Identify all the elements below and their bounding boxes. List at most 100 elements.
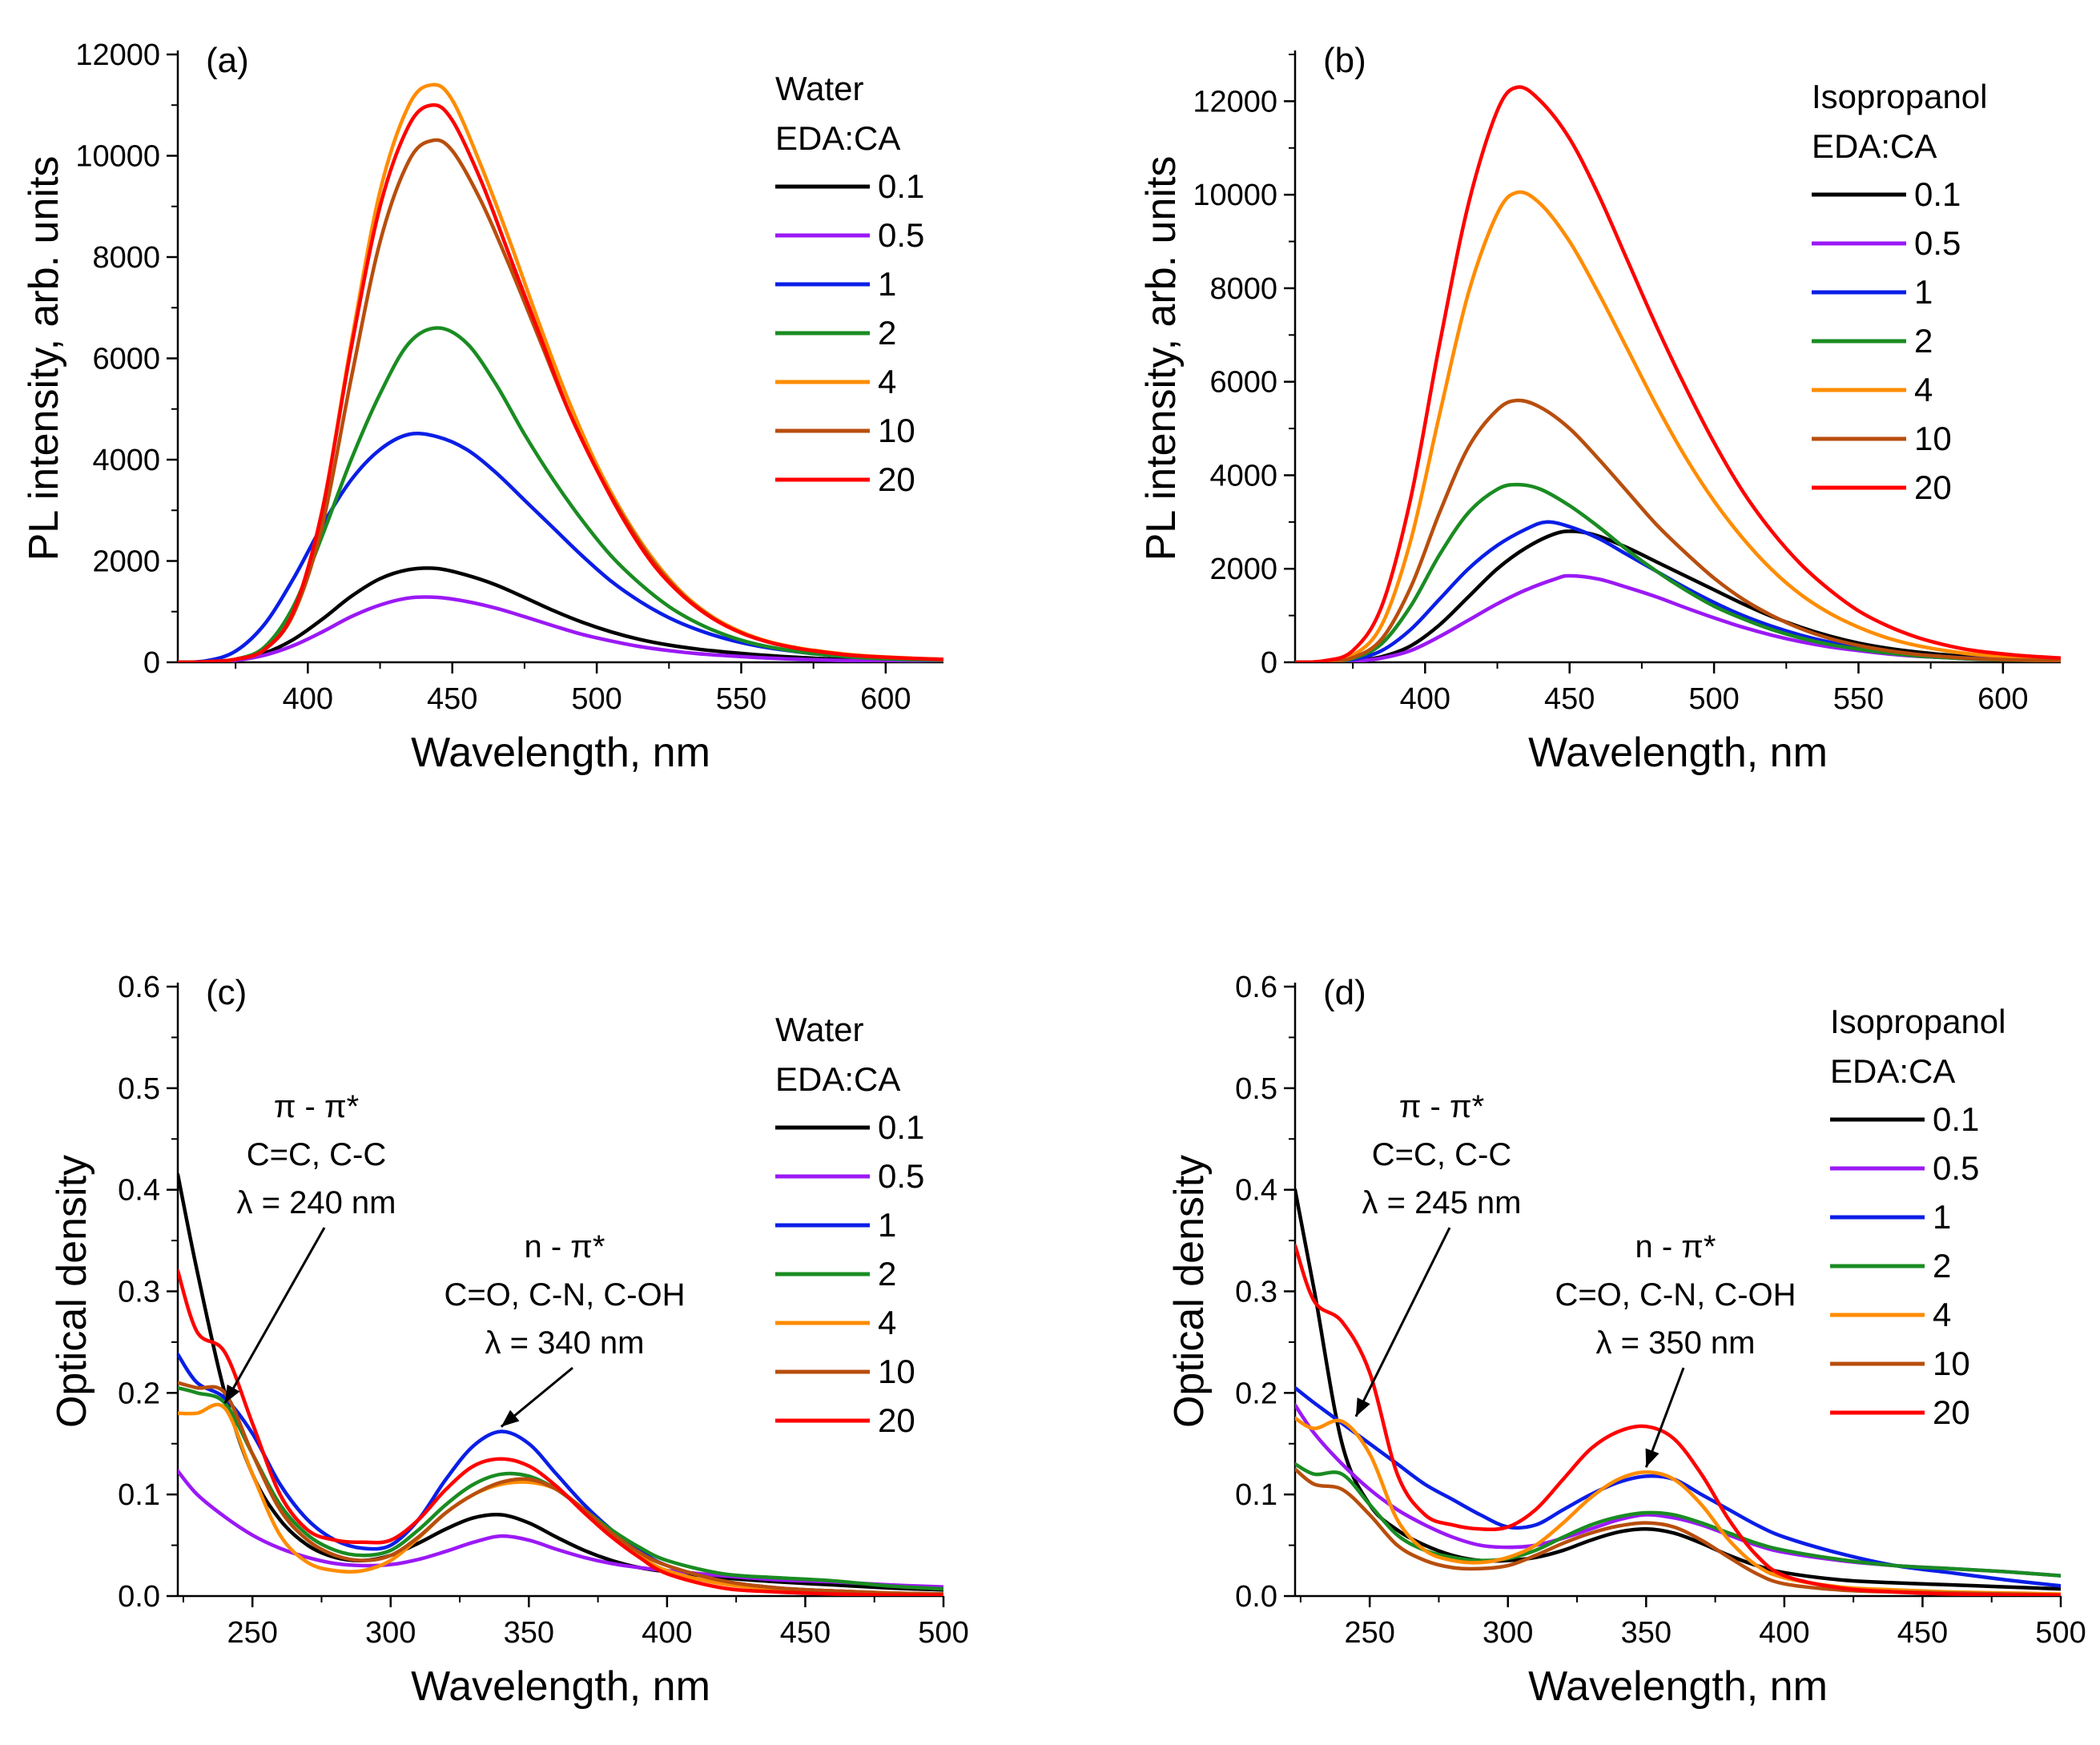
legend-title: EDA:CA xyxy=(775,1060,900,1098)
x-tick-label: 500 xyxy=(918,1616,968,1650)
annotation-text: λ = 245 nm xyxy=(1362,1185,1521,1220)
y-tick-label: 0.2 xyxy=(1235,1377,1277,1410)
y-tick-label: 0.4 xyxy=(118,1174,160,1208)
legend-title: EDA:CA xyxy=(1830,1052,1955,1090)
annotation-text: π - π* xyxy=(1399,1089,1484,1124)
series-line-20 xyxy=(178,1269,943,1596)
legend-label-0.5: 0.5 xyxy=(878,1157,924,1195)
panel-label: (a) xyxy=(206,41,249,80)
legend-label-20: 20 xyxy=(878,460,915,498)
legend-label-0.1: 0.1 xyxy=(878,167,924,205)
legend-label-10: 10 xyxy=(878,412,915,449)
y-tick-label: 6000 xyxy=(1209,366,1277,400)
x-tick-label: 600 xyxy=(1977,682,2028,716)
series-group xyxy=(178,1172,943,1596)
series-group xyxy=(1295,85,2061,662)
panel-label: (d) xyxy=(1323,973,1366,1012)
legend-label-1: 1 xyxy=(1933,1198,1951,1236)
chart-panel-d: 250 300 350 400 450 500 0.0 0.1 0.2 0.3 0.4 0.5 0.6 W… xyxy=(1166,971,2086,1710)
y-tick-label: 0.6 xyxy=(118,971,160,1004)
x-tick-label: 500 xyxy=(2035,1616,2086,1650)
series-line-10 xyxy=(1295,1467,2061,1596)
x-tick-label: 250 xyxy=(1344,1616,1394,1650)
x-tick-label: 550 xyxy=(716,682,766,716)
x-tick-label: 450 xyxy=(780,1616,831,1650)
y-tick-label: 0 xyxy=(143,646,160,680)
y-axis-title: PL intensity, arb. units xyxy=(21,156,67,561)
series-line-4 xyxy=(1295,190,2061,662)
x-tick-label: 400 xyxy=(1759,1616,1809,1650)
legend-label-1: 1 xyxy=(878,1206,896,1244)
x-tick-label: 400 xyxy=(283,682,333,716)
y-tick-label: 10000 xyxy=(75,140,160,174)
x-tick-label: 450 xyxy=(427,682,477,716)
legend: Isopropanol EDA:CA 0.1 0.5 1 2 4 10 20 xyxy=(1812,78,1988,506)
series-line-20 xyxy=(1295,85,2061,662)
legend-label-2: 2 xyxy=(1914,322,1933,360)
y-tick-label: 0.5 xyxy=(118,1072,160,1106)
annotation-text: λ = 340 nm xyxy=(485,1325,644,1361)
legend-label-2: 2 xyxy=(878,1255,896,1293)
legend-title: Water xyxy=(775,70,863,107)
annotation-arrow-head xyxy=(1355,1397,1370,1417)
series-line-20 xyxy=(1295,1244,2061,1596)
annotation-arrow-line xyxy=(1644,1367,1685,1468)
legend-label-0.5: 0.5 xyxy=(1933,1149,1979,1187)
legend: Water EDA:CA 0.1 0.5 1 2 4 10 20 xyxy=(775,1011,924,1439)
x-tick-label: 350 xyxy=(1621,1616,1672,1650)
chart-panel-c: 250 300 350 400 450 500 0.0 0.1 0.2 0.3 0.4 0.5 0.6 W… xyxy=(49,971,969,1710)
legend-label-4: 4 xyxy=(1933,1296,1951,1333)
legend-title: Isopropanol xyxy=(1830,1003,2006,1040)
legend-label-4: 4 xyxy=(878,363,896,400)
legend-label-2: 2 xyxy=(878,314,896,352)
annotation-text: π - π* xyxy=(274,1089,359,1124)
legend-title: Isopropanol xyxy=(1812,78,1988,115)
legend-label-20: 20 xyxy=(1933,1393,1970,1431)
chart-panel-b: 400 450 500 550 6000200040006000800010000120… xyxy=(1138,41,2061,776)
legend-label-4: 4 xyxy=(878,1304,896,1341)
x-axis-title: Wavelength, nm xyxy=(411,730,710,776)
series-line-1 xyxy=(1295,1385,2061,1588)
y-tick-label: 0 xyxy=(1261,646,1277,680)
legend-label-0.5: 0.5 xyxy=(878,216,924,254)
series-line-20 xyxy=(178,103,943,662)
y-tick-label: 12000 xyxy=(1193,85,1277,119)
x-axis-title: Wavelength, nm xyxy=(1528,730,1828,776)
chart-panel-a: 400 450 500 550 6000200040006000800010000120… xyxy=(21,38,943,776)
legend-label-1: 1 xyxy=(878,265,896,303)
legend-label-20: 20 xyxy=(878,1401,915,1439)
x-tick-label: 400 xyxy=(1400,682,1450,716)
y-tick-label: 2000 xyxy=(1209,553,1277,586)
annotation-text: C=C, C-C xyxy=(1372,1137,1511,1172)
x-tick-label: 500 xyxy=(571,682,622,716)
x-tick-label: 450 xyxy=(1897,1616,1948,1650)
y-axis-title: Optical density xyxy=(49,1155,95,1428)
legend-title: Water xyxy=(775,1011,863,1048)
x-tick-label: 400 xyxy=(642,1616,692,1650)
legend-title: EDA:CA xyxy=(1812,127,1937,165)
y-tick-label: 0.1 xyxy=(1235,1478,1277,1512)
annotation-text: λ = 240 nm xyxy=(236,1185,396,1220)
annotation-text: C=O, C-N, C-OH xyxy=(1555,1277,1796,1313)
x-tick-label: 600 xyxy=(860,682,911,716)
legend-label-1: 1 xyxy=(1914,273,1933,311)
y-tick-label: 0.3 xyxy=(118,1276,160,1309)
legend-label-10: 10 xyxy=(1914,420,1952,457)
annotation-text: C=O, C-N, C-OH xyxy=(444,1277,685,1313)
y-axis-title: Optical density xyxy=(1166,1155,1213,1428)
legend-title: EDA:CA xyxy=(775,119,900,157)
annotation-arrow-line xyxy=(1354,1227,1451,1417)
legend: Water EDA:CA 0.1 0.5 1 2 4 10 20 xyxy=(775,70,924,498)
y-axis-title: PL intensity, arb. units xyxy=(1138,156,1185,561)
annotation: π - π* C=C, C-C λ = 245 nm xyxy=(1354,1089,1522,1417)
annotation-arrow-head xyxy=(1645,1448,1659,1468)
legend-label-0.1: 0.1 xyxy=(1933,1100,1979,1138)
legend-label-4: 4 xyxy=(1914,371,1933,408)
y-tick-label: 0.5 xyxy=(1235,1072,1277,1106)
annotation-text: n - π* xyxy=(525,1229,605,1265)
series-group xyxy=(178,82,943,662)
y-tick-label: 0.6 xyxy=(1235,971,1277,1004)
panel-label: (c) xyxy=(206,973,247,1012)
series-line-4 xyxy=(178,1402,943,1596)
